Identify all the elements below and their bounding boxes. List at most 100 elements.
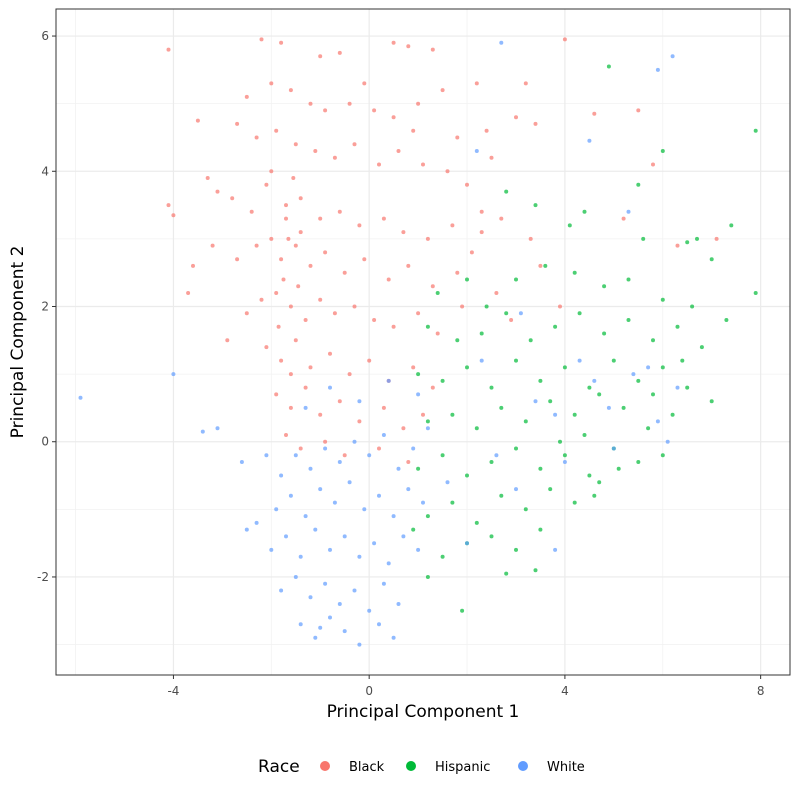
- data-point-black: [430, 385, 435, 390]
- data-point-black: [298, 196, 303, 201]
- data-point-white: [367, 608, 372, 613]
- data-point-black: [352, 142, 357, 147]
- data-point-black: [323, 108, 328, 113]
- data-point-white: [215, 426, 220, 431]
- data-point-white: [386, 378, 391, 383]
- data-point-black: [293, 243, 298, 248]
- data-point-white: [416, 392, 421, 397]
- data-point-hispanic: [416, 372, 421, 377]
- data-point-hispanic: [450, 500, 455, 505]
- data-point-black: [381, 405, 386, 410]
- data-point-white: [381, 581, 386, 586]
- data-point-white: [445, 480, 450, 485]
- data-point-black: [308, 101, 313, 106]
- data-point-black: [288, 405, 293, 410]
- data-point-black: [523, 81, 528, 86]
- data-point-black: [509, 318, 514, 322]
- data-point-black: [469, 250, 474, 255]
- data-point-hispanic: [660, 149, 665, 153]
- data-point-white: [675, 385, 680, 390]
- data-point-hispanic: [729, 223, 734, 228]
- data-point-black: [455, 270, 460, 275]
- data-point-black: [288, 304, 293, 309]
- data-point-black: [328, 351, 332, 356]
- data-point-hispanic: [514, 446, 518, 451]
- data-point-black: [337, 399, 342, 404]
- data-point-hispanic: [425, 575, 430, 579]
- data-point-hispanic: [435, 291, 440, 295]
- data-point-black: [714, 236, 719, 241]
- data-point-black: [166, 203, 171, 208]
- data-point-white: [357, 399, 362, 404]
- data-point-hispanic: [602, 331, 607, 336]
- data-point-hispanic: [528, 338, 533, 343]
- data-point-black: [460, 304, 465, 309]
- data-point-black: [332, 155, 337, 160]
- data-point-black: [494, 291, 499, 295]
- data-point-hispanic: [562, 453, 567, 458]
- data-point-white: [284, 534, 288, 539]
- data-point-white: [337, 602, 342, 606]
- data-point-black: [288, 372, 293, 377]
- data-point-hispanic: [699, 345, 704, 350]
- data-point-black: [191, 263, 195, 268]
- data-point-white: [553, 412, 558, 417]
- data-point-black: [675, 243, 680, 248]
- data-point-hispanic: [440, 554, 445, 559]
- data-point-white: [303, 405, 308, 410]
- data-point-black: [592, 111, 597, 116]
- data-point-white: [332, 500, 337, 505]
- data-point-black: [455, 135, 460, 140]
- data-point-white: [264, 453, 269, 458]
- data-point-hispanic: [465, 365, 469, 370]
- data-point-hispanic: [753, 128, 758, 133]
- data-point-black: [636, 108, 641, 113]
- data-point-white: [416, 547, 421, 552]
- data-point-black: [284, 433, 288, 437]
- data-point-hispanic: [465, 473, 469, 478]
- data-point-black: [514, 115, 518, 120]
- data-point-hispanic: [455, 338, 460, 343]
- data-point-white: [328, 547, 332, 552]
- data-point-hispanic: [651, 392, 655, 397]
- data-point-black: [205, 176, 210, 180]
- data-point-white: [352, 588, 357, 593]
- data-point-hispanic: [440, 378, 445, 383]
- data-point-black: [421, 162, 425, 167]
- data-point-white: [577, 358, 582, 363]
- y-tick-label: -2: [37, 570, 49, 584]
- data-point-hispanic: [514, 277, 518, 282]
- data-point-white: [406, 487, 411, 492]
- data-point-hispanic: [489, 534, 494, 539]
- data-point-hispanic: [582, 209, 587, 214]
- data-point-hispanic: [592, 493, 597, 498]
- data-point-white: [171, 372, 176, 377]
- series-black: [166, 37, 719, 464]
- y-tick-label: 6: [41, 29, 49, 43]
- data-point-white: [411, 446, 416, 451]
- data-point-black: [318, 412, 323, 417]
- data-point-black: [372, 318, 377, 322]
- data-point-white: [474, 149, 479, 153]
- data-point-black: [377, 446, 381, 451]
- data-point-black: [235, 257, 240, 262]
- data-point-black: [533, 121, 538, 126]
- data-point-black: [269, 236, 274, 241]
- data-point-black: [274, 128, 279, 133]
- data-point-white: [367, 453, 372, 458]
- data-point-black: [367, 358, 372, 363]
- data-point-white: [328, 385, 332, 390]
- data-point-black: [303, 318, 308, 322]
- data-point-hispanic: [636, 378, 641, 383]
- data-point-black: [313, 149, 318, 153]
- data-point-hispanic: [514, 547, 518, 552]
- data-point-white: [386, 561, 391, 566]
- data-point-black: [308, 365, 313, 370]
- data-point-black: [357, 419, 362, 424]
- data-point-hispanic: [489, 460, 494, 464]
- data-point-black: [264, 345, 269, 350]
- data-point-white: [328, 615, 332, 620]
- legend: Race Black Hispanic White: [258, 757, 585, 777]
- data-point-white: [372, 541, 377, 546]
- data-point-hispanic: [709, 399, 714, 404]
